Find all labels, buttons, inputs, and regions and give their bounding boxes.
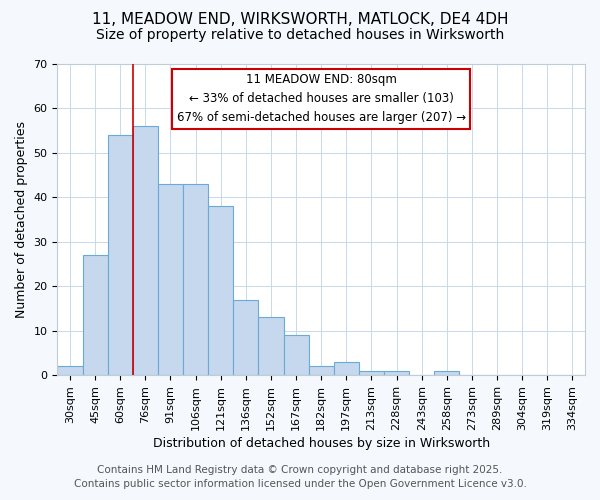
Bar bbox=[284, 335, 308, 375]
Bar bbox=[107, 135, 133, 375]
Bar bbox=[259, 318, 284, 375]
Bar bbox=[158, 184, 183, 375]
Text: Size of property relative to detached houses in Wirksworth: Size of property relative to detached ho… bbox=[96, 28, 504, 42]
Bar bbox=[434, 371, 460, 375]
Text: 11 MEADOW END: 80sqm
← 33% of detached houses are smaller (103)
67% of semi-deta: 11 MEADOW END: 80sqm ← 33% of detached h… bbox=[176, 74, 466, 124]
Bar bbox=[58, 366, 83, 375]
Bar bbox=[334, 362, 359, 375]
Bar bbox=[359, 371, 384, 375]
Bar bbox=[308, 366, 334, 375]
Bar bbox=[208, 206, 233, 375]
Bar bbox=[83, 255, 107, 375]
Y-axis label: Number of detached properties: Number of detached properties bbox=[15, 121, 28, 318]
Bar bbox=[183, 184, 208, 375]
Text: 11, MEADOW END, WIRKSWORTH, MATLOCK, DE4 4DH: 11, MEADOW END, WIRKSWORTH, MATLOCK, DE4… bbox=[92, 12, 508, 28]
Bar bbox=[133, 126, 158, 375]
X-axis label: Distribution of detached houses by size in Wirksworth: Distribution of detached houses by size … bbox=[152, 437, 490, 450]
Bar bbox=[384, 371, 409, 375]
Text: Contains HM Land Registry data © Crown copyright and database right 2025.
Contai: Contains HM Land Registry data © Crown c… bbox=[74, 465, 526, 489]
Bar bbox=[233, 300, 259, 375]
